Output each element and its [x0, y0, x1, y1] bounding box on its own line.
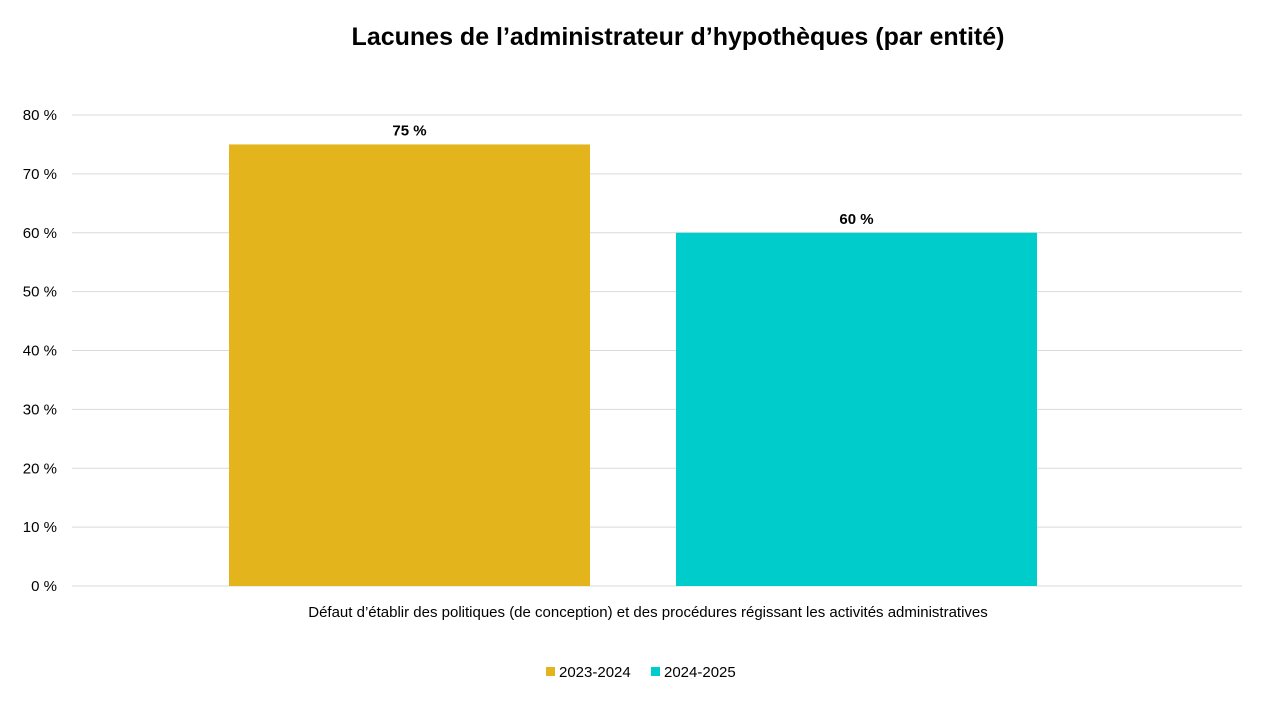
y-tick-label: 0 %: [31, 578, 57, 595]
data-labels: 75 % 60 %: [392, 122, 873, 227]
legend-swatch: [546, 667, 555, 676]
y-tick-label: 10 %: [23, 519, 57, 536]
bar-2024-2025: [676, 232, 1037, 586]
legend-entry: 2024-2025: [664, 664, 736, 681]
data-label: 60 %: [839, 211, 873, 228]
y-tick-label: 60 %: [23, 225, 57, 242]
category-label: Défaut d’établir des politiques (de conc…: [308, 604, 988, 621]
y-tick-label: 50 %: [23, 284, 57, 301]
bar-2023-2024: [229, 144, 590, 586]
chart-title: Lacunes de l’administrateur d’hypothèque…: [352, 23, 1005, 51]
legend: 2023-2024 2024-2025: [546, 664, 736, 681]
y-tick-label: 30 %: [23, 401, 57, 418]
y-tick-label: 80 %: [23, 107, 57, 124]
y-tick-label: 70 %: [23, 166, 57, 183]
legend-entry: 2023-2024: [559, 664, 631, 681]
y-tick-label: 40 %: [23, 343, 57, 360]
bars: [229, 144, 1037, 586]
legend-swatch: [651, 667, 660, 676]
y-axis: 0 % 10 % 20 % 30 % 40 % 50 % 60 % 70 % 80 %: [23, 107, 57, 595]
data-label: 75 %: [392, 122, 426, 139]
y-tick-label: 20 %: [23, 460, 57, 477]
